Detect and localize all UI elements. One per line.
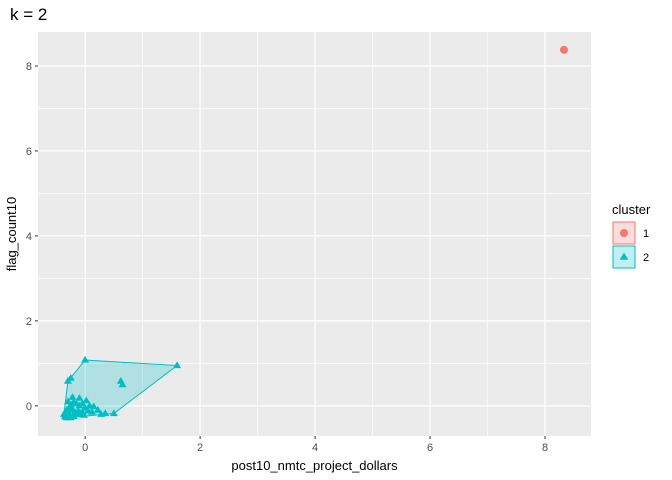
cluster-2-point (72, 410, 81, 417)
x-tick-label: 6 (427, 442, 433, 454)
cluster-2-point (66, 374, 75, 381)
cluster-2-point (93, 405, 102, 413)
cluster-2-point (82, 396, 91, 404)
legend-triangle-marker (619, 252, 629, 260)
legend-circle-marker (620, 229, 628, 237)
cluster-2-point (118, 380, 127, 388)
y-tick-label: 2 (26, 316, 32, 328)
y-tick-label: 6 (26, 146, 32, 158)
y-tick-label: 4 (26, 231, 32, 243)
y-axis-ticks: 0 2 4 6 8 (26, 61, 38, 413)
cluster-2-point (78, 399, 87, 407)
x-tick-label: 0 (82, 442, 88, 454)
cluster-2-point (66, 413, 75, 421)
legend-title: cluster (612, 202, 651, 217)
cluster-2-point (68, 393, 77, 400)
cluster-2-point (88, 408, 96, 415)
x-axis-label: post10_nmtc_project_dollars (231, 458, 398, 473)
x-axis-ticks: 0 2 4 6 8 (82, 436, 548, 454)
legend: cluster 1 2 (612, 202, 651, 269)
y-tick-label: 8 (26, 61, 32, 73)
cluster-2-point (75, 394, 84, 401)
x-tick-label: 2 (197, 442, 203, 454)
chart-title: k = 2 (10, 5, 47, 24)
cluster-2-point (109, 409, 118, 417)
x-tick-label: 4 (312, 442, 318, 454)
cluster-2-point (80, 411, 88, 418)
cluster-1-point (559, 45, 568, 54)
cluster-2-point (81, 355, 90, 363)
legend-label-1: 1 (643, 228, 649, 240)
cluster-2-point (173, 361, 182, 369)
x-tick-label: 8 (542, 442, 548, 454)
legend-label-2: 2 (643, 252, 649, 264)
major-grid (38, 32, 591, 436)
cluster-2-point (89, 402, 98, 410)
cluster-2-point (62, 405, 71, 413)
data-points (59, 45, 568, 421)
y-axis-label: flag_count10 (4, 197, 19, 271)
y-tick-label: 0 (26, 401, 32, 413)
cluster-2-point (97, 410, 106, 417)
